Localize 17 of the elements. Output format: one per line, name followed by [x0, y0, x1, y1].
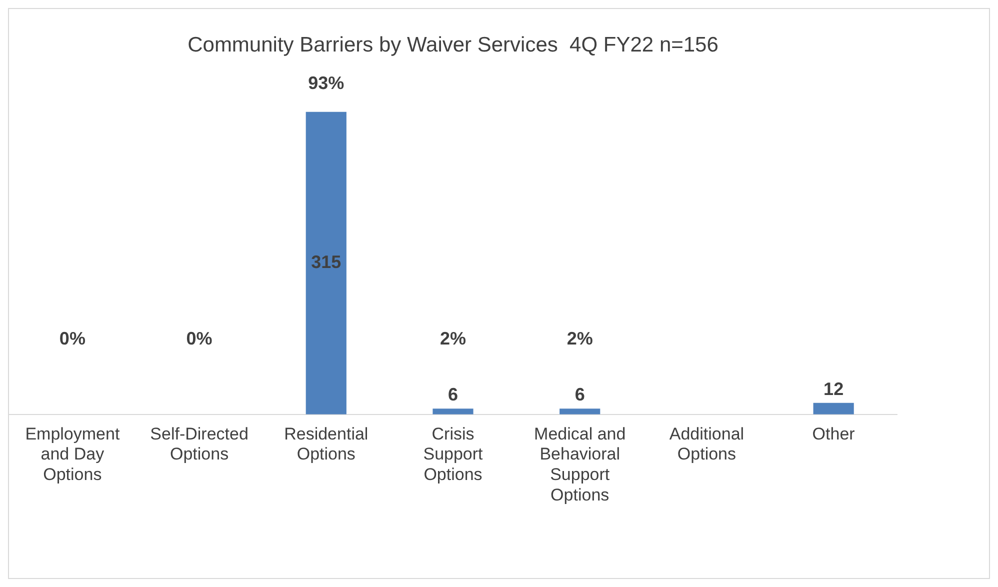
annotation: 0%: [186, 328, 212, 348]
annotation: 2%: [440, 328, 466, 348]
x-tick-label: Additional Options: [669, 424, 744, 464]
chart-title: Community Barriers by Waiver Services 4Q FY22 n=156: [188, 33, 718, 56]
annotation: 2%: [566, 328, 593, 348]
x-tick-label: Employment and Day Options: [25, 424, 120, 484]
x-tick-label: Crisis Support Options: [423, 424, 484, 484]
data-label: 6: [574, 384, 585, 405]
x-tick-label: Self-Directed Options: [150, 424, 248, 464]
data-label: 315: [311, 252, 342, 272]
x-tick-label: Other: [812, 424, 856, 444]
data-label: 6: [448, 384, 458, 405]
annotation: 0%: [59, 328, 86, 348]
text: 93%: [308, 72, 344, 93]
x-tick-label: Residential Options: [284, 424, 368, 464]
data-label: 12: [824, 378, 844, 399]
x-tick-label: Medical and Behavioral Support Options: [534, 424, 626, 504]
